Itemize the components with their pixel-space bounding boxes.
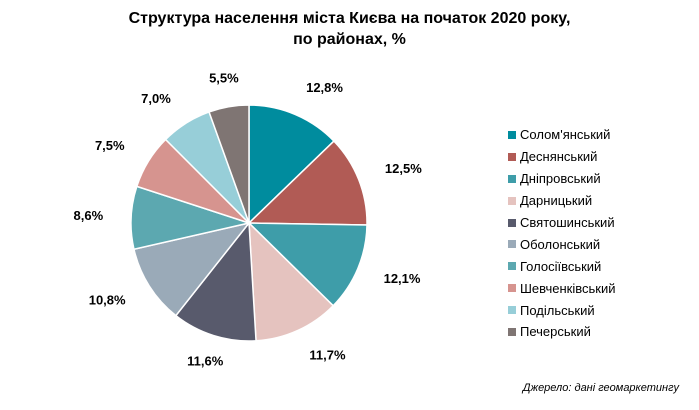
- legend-label: Подільський: [520, 302, 595, 318]
- data-label: 7,0%: [141, 91, 171, 106]
- legend-item: Дніпровський: [508, 168, 615, 190]
- data-label: 8,6%: [74, 208, 104, 223]
- legend-item: Дарницький: [508, 190, 615, 212]
- chart-title: Структура населення міста Києва на почат…: [0, 8, 699, 50]
- legend-label: Дарницький: [520, 193, 593, 209]
- data-label: 10,8%: [89, 292, 126, 307]
- legend-swatch: [508, 327, 516, 336]
- pie-slice: [247, 140, 368, 226]
- source-note: Джерело: дані геомаркетингу: [522, 382, 679, 394]
- pie-slice: [133, 221, 251, 317]
- legend-swatch: [508, 284, 516, 293]
- pie-slice: [208, 104, 250, 224]
- data-label: 12,1%: [384, 271, 421, 286]
- legend-swatch: [508, 130, 516, 139]
- pie-slice: [248, 104, 335, 225]
- legend-label: Печерський: [520, 324, 591, 340]
- pie-slice: [248, 221, 335, 342]
- pie-slice: [174, 220, 257, 342]
- legend-swatch: [508, 196, 516, 205]
- chart-subtitle: по районах, %: [293, 31, 406, 48]
- legend-label: Дніпровський: [520, 171, 601, 187]
- legend-item: Печерський: [508, 321, 615, 343]
- legend-swatch: [508, 152, 516, 161]
- legend-swatch: [508, 240, 516, 249]
- legend-item: Шевченківський: [508, 277, 615, 299]
- chart-legend: Солом'янський Деснянський Дніпровський Дарн…: [508, 124, 615, 343]
- data-label: 11,7%: [309, 347, 346, 362]
- data-label: 7,5%: [95, 138, 125, 153]
- legend-item: Оболонський: [508, 233, 615, 255]
- legend-label: Святошинський: [520, 215, 615, 230]
- data-label: 11,6%: [187, 354, 224, 369]
- legend-label: Голосіївський: [520, 258, 602, 274]
- legend-item: Деснянський: [508, 146, 615, 168]
- legend-swatch: [508, 218, 516, 227]
- pie-slices: [130, 104, 368, 342]
- legend-swatch: [508, 306, 516, 315]
- data-label: 12,8%: [306, 80, 343, 95]
- legend-label: Шевченківський: [520, 280, 616, 296]
- pie-slice: [247, 222, 368, 307]
- legend-item: Голосіївський: [508, 255, 615, 277]
- chart-title-line1: Структура населення міста Києва на почат…: [128, 10, 571, 27]
- legend-swatch: [508, 174, 516, 183]
- pie-data-labels: 12,8% 12,5% 12,1% 11,7% 11,6% 10,8% 8,6% 7,5% 7,…: [74, 71, 423, 369]
- legend-label: Солом'янський: [520, 127, 611, 143]
- data-label: 12,5%: [385, 161, 422, 176]
- legend-label: Оболонський: [520, 236, 601, 252]
- legend-item: Святошинський: [508, 212, 615, 234]
- legend-item: Подільський: [508, 299, 615, 321]
- legend-swatch: [508, 262, 516, 271]
- legend-label: Деснянський: [520, 149, 598, 165]
- data-label: 5,5%: [209, 71, 239, 86]
- legend-item: Солом'янський: [508, 124, 615, 146]
